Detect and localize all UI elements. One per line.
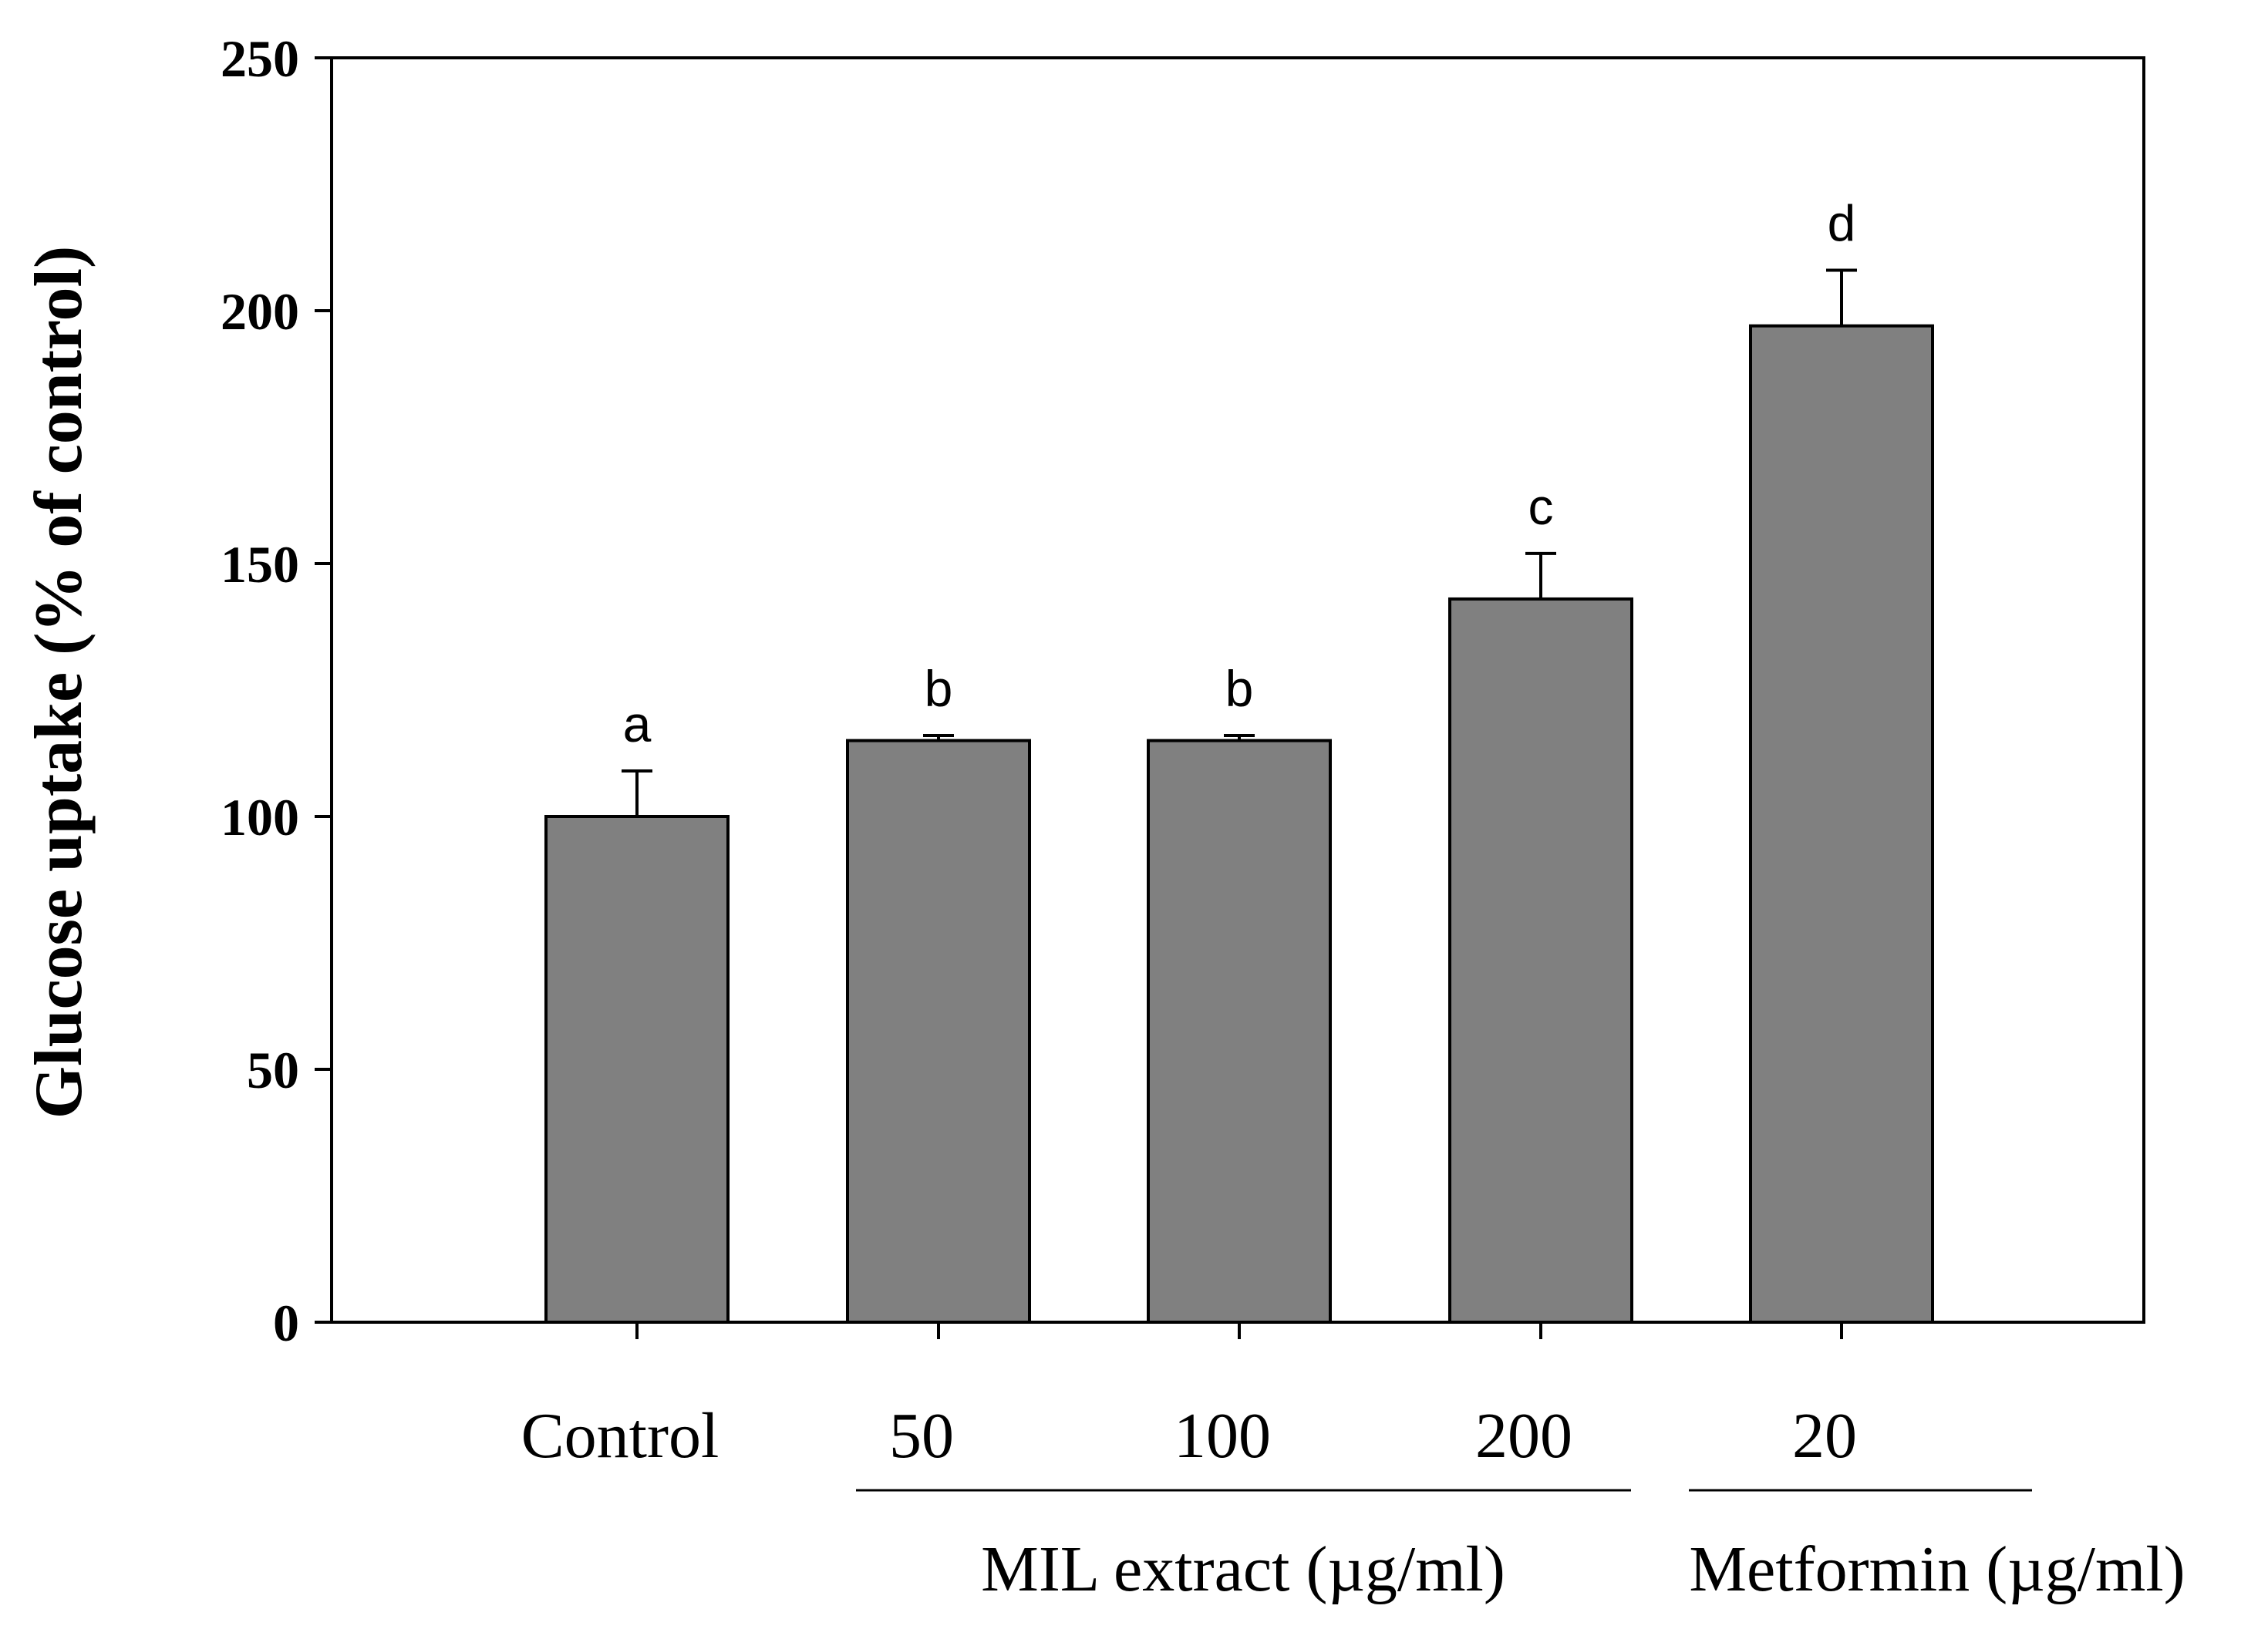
y-tick-label: 0 xyxy=(273,1294,299,1352)
bar xyxy=(846,739,1031,1324)
significance-label: b xyxy=(1225,660,1254,717)
bar xyxy=(1448,597,1633,1324)
bar xyxy=(1147,739,1332,1324)
x-tick-label: 200 xyxy=(1475,1400,1572,1472)
y-tick-label: 250 xyxy=(221,29,299,88)
y-axis: 0 50 100 150 200 250 xyxy=(221,29,332,1352)
x-tick-label: Control xyxy=(521,1400,719,1472)
y-axis-label: Glucose uptake (% of control) xyxy=(22,246,96,1119)
bar xyxy=(544,815,730,1324)
significance-label: c xyxy=(1528,478,1554,535)
y-tick-label: 200 xyxy=(221,282,299,341)
y-tick-label: 150 xyxy=(221,535,299,594)
x-tick-label: 20 xyxy=(1792,1400,1857,1472)
significance-label: b xyxy=(925,660,953,717)
x-tick-label: 50 xyxy=(889,1400,954,1472)
y-tick-label: 100 xyxy=(221,788,299,847)
x-axis: Control 50 100 200 20 xyxy=(521,1322,1857,1472)
significance-label: d xyxy=(1828,195,1856,252)
group-label: Metformin (µg/ml) xyxy=(1689,1533,2185,1605)
group-label: MIL extract (µg/ml) xyxy=(981,1533,1505,1605)
significance-label: a xyxy=(623,695,652,752)
y-tick-label: 50 xyxy=(247,1041,299,1099)
bars: a b b c d xyxy=(544,195,1934,1324)
x-tick-label: 100 xyxy=(1174,1400,1271,1472)
bar xyxy=(1749,324,1934,1324)
group-brackets: MIL extract (µg/ml) Metformin (µg/ml) xyxy=(856,1489,2185,1605)
